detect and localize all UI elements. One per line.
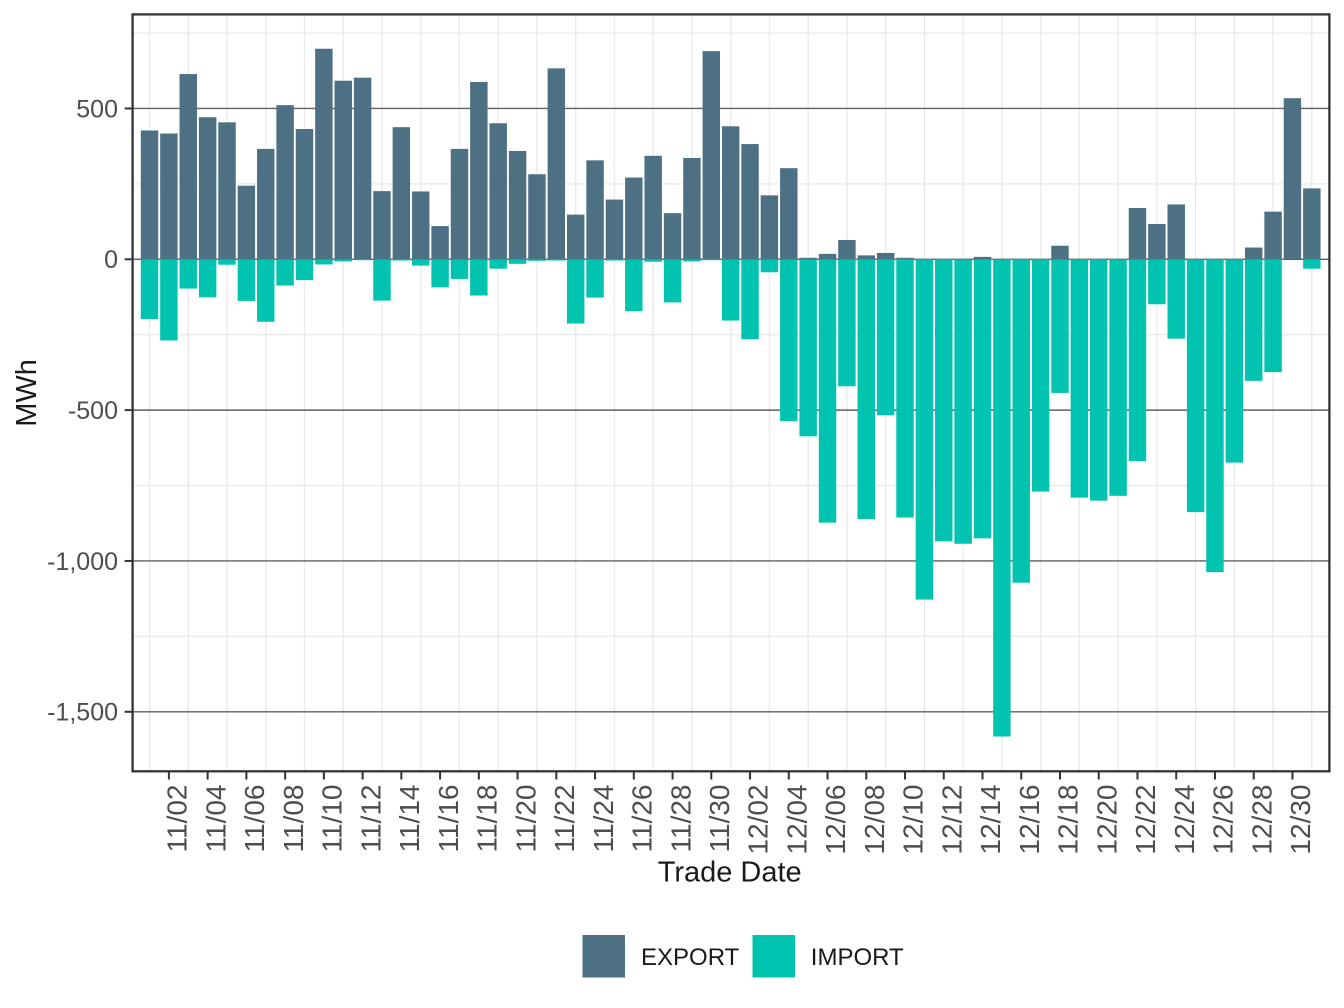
svg-text:12/26: 12/26 [1208,785,1239,855]
svg-text:12/20: 12/20 [1091,785,1122,855]
svg-text:11/30: 11/30 [704,785,735,853]
svg-text:Trade Date: Trade Date [658,857,802,889]
svg-text:11/06: 11/06 [239,785,270,853]
svg-text:11/08: 11/08 [278,785,309,853]
svg-text:-1,000: -1,000 [47,548,118,576]
svg-text:12/22: 12/22 [1130,785,1161,855]
svg-text:11/22: 11/22 [549,785,580,853]
svg-text:11/24: 11/24 [588,785,619,853]
svg-text:0: 0 [104,246,118,274]
svg-text:11/28: 11/28 [665,785,696,853]
svg-text:11/14: 11/14 [394,785,425,853]
svg-text:500: 500 [76,95,118,123]
svg-text:IMPORT: IMPORT [811,944,904,971]
svg-text:11/12: 11/12 [355,785,386,853]
svg-text:-1,500: -1,500 [47,699,118,727]
svg-text:12/14: 12/14 [975,785,1006,855]
svg-text:12/02: 12/02 [743,785,774,855]
svg-text:12/18: 12/18 [1053,785,1084,855]
svg-text:12/16: 12/16 [1014,785,1045,855]
svg-text:12/08: 12/08 [859,785,890,855]
svg-text:12/06: 12/06 [820,785,851,855]
svg-text:12/30: 12/30 [1285,785,1316,855]
svg-text:12/10: 12/10 [898,785,929,855]
svg-text:11/26: 11/26 [627,785,658,853]
svg-text:MWh: MWh [11,359,43,427]
svg-text:-500: -500 [68,397,118,425]
svg-text:11/10: 11/10 [317,785,348,853]
svg-text:12/24: 12/24 [1169,785,1200,855]
svg-text:12/12: 12/12 [936,785,967,855]
svg-text:11/16: 11/16 [433,785,464,853]
svg-text:11/18: 11/18 [472,785,503,853]
svg-text:11/20: 11/20 [510,785,541,853]
svg-text:EXPORT: EXPORT [641,944,740,971]
svg-text:11/04: 11/04 [200,785,231,853]
svg-text:12/04: 12/04 [781,785,812,855]
svg-text:12/28: 12/28 [1246,785,1277,855]
svg-text:11/02: 11/02 [162,785,193,853]
